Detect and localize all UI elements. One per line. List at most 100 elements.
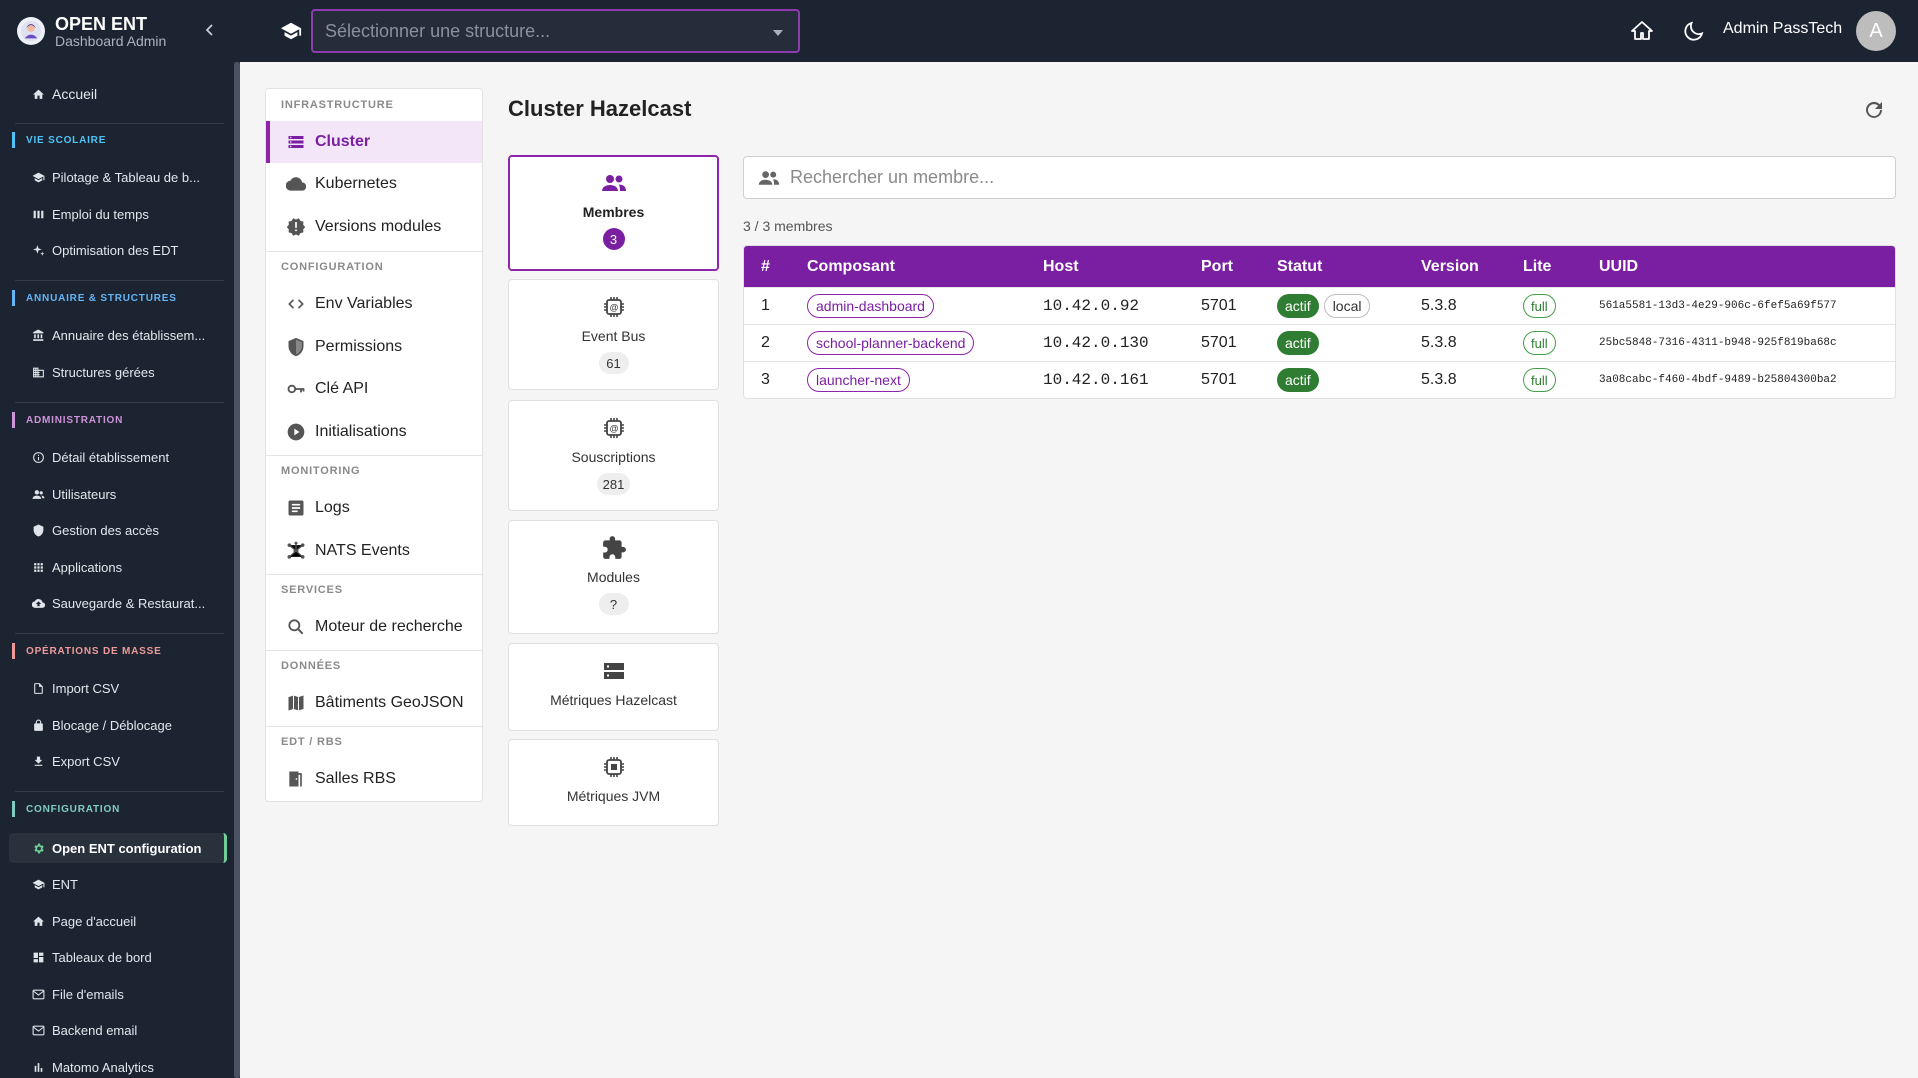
- row-number: 2: [761, 334, 770, 351]
- dashboard-icon: [31, 950, 45, 964]
- sidebar-item-tableaux-de-bord[interactable]: Tableaux de bord: [31, 946, 152, 968]
- sidebar-item-ent[interactable]: ENT: [31, 873, 78, 895]
- structure-select[interactable]: [311, 9, 800, 53]
- member-search[interactable]: [743, 156, 1896, 199]
- structure-select-input[interactable]: [325, 20, 745, 42]
- sidebar-item-structures-gerees[interactable]: Structures gérées: [31, 361, 155, 383]
- home-icon: [31, 914, 45, 928]
- card-souscriptions[interactable]: @ Souscriptions 281: [508, 400, 719, 511]
- subnav-item-batiments-geojson[interactable]: Bâtiments GeoJSON: [266, 682, 482, 724]
- column-header[interactable]: Version: [1421, 257, 1479, 275]
- column-header[interactable]: Statut: [1277, 257, 1323, 275]
- svg-text:@: @: [609, 424, 618, 434]
- refresh-button[interactable]: [1862, 98, 1886, 122]
- sidebar-item-pilotage[interactable]: Pilotage & Tableau de b...: [31, 166, 200, 188]
- subnav-item-moteur-recherche[interactable]: Moteur de recherche: [266, 606, 482, 648]
- sidebar-item-label: ENT: [52, 876, 78, 892]
- row-number: 3: [761, 371, 770, 388]
- sidebar-item-export-csv[interactable]: Export CSV: [31, 750, 120, 772]
- subnav-item-env-variables[interactable]: Env Variables: [266, 283, 482, 325]
- sidebar-item-applications[interactable]: Applications: [31, 556, 122, 578]
- component-chip[interactable]: school-planner-backend: [807, 331, 975, 355]
- column-header[interactable]: #: [761, 257, 770, 275]
- sidebar-item-page-accueil[interactable]: Page d'accueil: [31, 910, 136, 932]
- puzzle-icon: [601, 535, 627, 561]
- card-label: Métriques JVM: [566, 788, 661, 804]
- component-chip[interactable]: admin-dashboard: [807, 294, 934, 318]
- home-button[interactable]: [1630, 19, 1654, 43]
- download-icon: [31, 754, 45, 768]
- sidebar-item-label: Sauvegarde & Restaurat...: [52, 595, 206, 611]
- dark-mode-toggle[interactable]: [1682, 19, 1706, 43]
- sidebar-item-optimisation-edt[interactable]: Optimisation des EDT: [31, 239, 178, 261]
- subnav-item-kubernetes[interactable]: Kubernetes: [266, 163, 482, 205]
- people-icon: [31, 487, 45, 501]
- sidebar-item-sauvegarde[interactable]: Sauvegarde & Restaurat...: [31, 592, 205, 614]
- card-metriques-jvm[interactable]: Métriques JVM: [508, 739, 719, 826]
- sidebar-item-open-ent-configuration[interactable]: Open ENT configuration: [9, 833, 227, 863]
- storage-icon: [286, 132, 306, 152]
- sidebar-item-utilisateurs[interactable]: Utilisateurs: [31, 483, 116, 505]
- subnav-item-initialisations[interactable]: Initialisations: [266, 411, 482, 453]
- brand-logo-icon: [17, 17, 45, 45]
- table-row[interactable]: 1 admin-dashboard 10.42.0.92 5701 actif …: [744, 287, 1895, 324]
- mail-icon: [31, 987, 45, 1001]
- arrow-drop-down-icon[interactable]: [772, 29, 784, 37]
- sidebar-item-gestion-acces[interactable]: Gestion des accès: [31, 519, 159, 541]
- card-modules[interactable]: Modules ?: [508, 520, 719, 634]
- sidebar-scrollbar[interactable]: [234, 62, 240, 1078]
- sidebar-item-annuaire[interactable]: Annuaire des établissem...: [31, 324, 205, 346]
- card-count-badge: 61: [598, 352, 629, 374]
- sidebar-item-file-emails[interactable]: File d'emails: [31, 983, 124, 1005]
- column-header[interactable]: Lite: [1523, 257, 1552, 275]
- brand-title: OPEN ENT: [55, 13, 148, 34]
- sidebar-item-accueil[interactable]: Accueil: [31, 83, 97, 105]
- card-label: Event Bus: [581, 328, 646, 344]
- collapse-sidebar-button[interactable]: [200, 20, 220, 40]
- sidebar-item-label: Emploi du temps: [52, 206, 149, 222]
- subnav-item-logs[interactable]: Logs: [266, 487, 482, 529]
- subnav-item-nats-events[interactable]: NATS Events: [266, 530, 482, 572]
- sidebar-item-import-csv[interactable]: Import CSV: [31, 677, 119, 699]
- subnav-item-salles-rbs[interactable]: Salles RBS: [266, 758, 482, 800]
- subnav-item-cle-api[interactable]: Clé API: [266, 368, 482, 410]
- card-label: Souscriptions: [571, 449, 656, 465]
- table-row[interactable]: 2 school-planner-backend 10.42.0.130 570…: [744, 324, 1895, 361]
- gear-icon: [31, 841, 45, 855]
- member-search-input[interactable]: [790, 167, 1870, 188]
- card-count-badge: 3: [602, 228, 625, 250]
- user-name[interactable]: Admin PassTech: [1723, 20, 1843, 37]
- column-header[interactable]: UUID: [1599, 257, 1639, 275]
- column-header[interactable]: Port: [1201, 257, 1233, 275]
- cloud-icon: [286, 174, 306, 194]
- subnav-item-permissions[interactable]: Permissions: [266, 326, 482, 368]
- lock-icon: [31, 718, 45, 732]
- table-row[interactable]: 3 launcher-next 10.42.0.161 5701 actif 5…: [744, 361, 1895, 398]
- table-header: # Composant Host Port Statut Version Lit…: [744, 246, 1895, 287]
- card-membres[interactable]: Membres 3: [508, 155, 719, 271]
- file-icon: [31, 681, 45, 695]
- column-header[interactable]: Composant: [807, 257, 895, 275]
- card-event-bus[interactable]: @ Event Bus 61: [508, 279, 719, 390]
- avatar[interactable]: A: [1856, 11, 1896, 51]
- sidebar-item-matomo[interactable]: Matomo Analytics: [31, 1056, 154, 1078]
- card-label: Membres: [582, 204, 645, 220]
- host-cell: 10.42.0.92: [1043, 297, 1140, 315]
- component-chip[interactable]: launcher-next: [807, 368, 910, 392]
- host-cell: 10.42.0.130: [1043, 334, 1149, 352]
- column-header[interactable]: Host: [1043, 257, 1079, 275]
- sidebar-item-blocage[interactable]: Blocage / Déblocage: [31, 714, 172, 736]
- building-icon: [31, 365, 45, 379]
- sidebar-item-emploi-du-temps[interactable]: Emploi du temps: [31, 203, 149, 225]
- sidebar-item-backend-email[interactable]: Backend email: [31, 1019, 137, 1041]
- uuid-cell: 3a08cabc-f460-4bdf-9489-b25804300ba2: [1599, 374, 1837, 386]
- section-configuration: CONFIGURATION: [12, 801, 120, 817]
- sidebar-item-label: Import CSV: [52, 680, 120, 696]
- card-metriques-hazelcast[interactable]: Métriques Hazelcast: [508, 643, 719, 731]
- subnav-item-label: Moteur de recherche: [315, 618, 463, 635]
- sidebar-item-detail-etablissement[interactable]: Détail établissement: [31, 446, 169, 468]
- subnav-item-cluster[interactable]: Cluster: [266, 121, 482, 163]
- brand[interactable]: OPEN ENT Dashboard Admin: [0, 0, 240, 62]
- uuid-cell: 561a5581-13d3-4e29-906c-6fef5a69f577: [1599, 300, 1837, 312]
- subnav-item-versions-modules[interactable]: Versions modules: [266, 206, 482, 248]
